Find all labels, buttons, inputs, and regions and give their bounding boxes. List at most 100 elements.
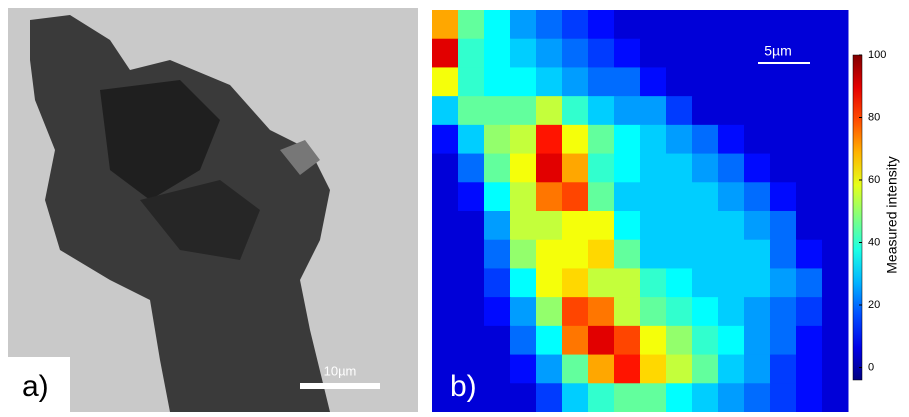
heat-cell bbox=[666, 211, 693, 240]
heat-cell bbox=[666, 125, 693, 154]
heat-cell bbox=[744, 211, 771, 240]
heat-cell bbox=[614, 39, 641, 68]
heat-cell bbox=[744, 67, 771, 96]
heat-cell bbox=[432, 67, 459, 96]
heat-cell bbox=[744, 10, 771, 39]
heat-cell bbox=[588, 125, 615, 154]
heat-cell bbox=[562, 297, 589, 326]
heat-cell bbox=[796, 297, 823, 326]
heat-cell bbox=[666, 326, 693, 355]
heat-cell bbox=[458, 211, 485, 240]
heat-cell bbox=[666, 39, 693, 68]
heat-cell bbox=[536, 211, 563, 240]
heat-cell bbox=[432, 39, 459, 68]
heat-cell bbox=[510, 10, 537, 39]
heat-cell bbox=[510, 182, 537, 211]
heat-cell bbox=[640, 383, 667, 412]
heat-cell bbox=[770, 125, 797, 154]
heat-cell bbox=[640, 182, 667, 211]
heat-cell bbox=[458, 182, 485, 211]
heat-cell bbox=[770, 326, 797, 355]
heat-cell bbox=[822, 67, 849, 96]
heat-cell bbox=[510, 326, 537, 355]
heat-cell bbox=[666, 154, 693, 183]
heat-cell bbox=[718, 154, 745, 183]
heat-cell bbox=[692, 182, 719, 211]
heat-cell bbox=[692, 211, 719, 240]
heat-cell bbox=[718, 268, 745, 297]
heat-cell bbox=[510, 355, 537, 384]
heat-cell bbox=[432, 211, 459, 240]
scale-bar-label: 10µm bbox=[324, 363, 357, 378]
heat-cell bbox=[484, 383, 511, 412]
heat-cell bbox=[640, 10, 667, 39]
heat-cell bbox=[640, 39, 667, 68]
heat-cell bbox=[718, 297, 745, 326]
colorbar-tick-label: 80 bbox=[868, 111, 880, 123]
heat-cell bbox=[536, 96, 563, 125]
heat-cell bbox=[744, 268, 771, 297]
heat-cell bbox=[588, 383, 615, 412]
heat-cell bbox=[718, 326, 745, 355]
heat-cell bbox=[588, 297, 615, 326]
heat-cell bbox=[666, 297, 693, 326]
figure: 10µm a) b) 5µm Measured intensity 020406… bbox=[0, 0, 909, 412]
heat-cell bbox=[640, 240, 667, 269]
heat-cell bbox=[796, 125, 823, 154]
heat-cell bbox=[614, 355, 641, 384]
heat-cell bbox=[484, 125, 511, 154]
heat-cell bbox=[510, 240, 537, 269]
heat-cell bbox=[510, 383, 537, 412]
heat-cell bbox=[796, 10, 823, 39]
heat-cell bbox=[718, 240, 745, 269]
heat-cell bbox=[484, 10, 511, 39]
heat-cell bbox=[536, 268, 563, 297]
heat-cell bbox=[770, 96, 797, 125]
heat-cell bbox=[536, 10, 563, 39]
heat-cell bbox=[744, 182, 771, 211]
heat-cell bbox=[614, 125, 641, 154]
heat-cell bbox=[640, 268, 667, 297]
heat-cell bbox=[562, 326, 589, 355]
heat-cell bbox=[588, 67, 615, 96]
heat-cell bbox=[432, 154, 459, 183]
heat-cell bbox=[822, 268, 849, 297]
heat-cell bbox=[822, 326, 849, 355]
colorbar-tick-label: 100 bbox=[868, 49, 886, 61]
heat-cell bbox=[692, 326, 719, 355]
heat-cell bbox=[666, 96, 693, 125]
heat-cell bbox=[692, 125, 719, 154]
heat-cell bbox=[744, 383, 771, 412]
heat-cell bbox=[718, 39, 745, 68]
heat-cell bbox=[770, 211, 797, 240]
heat-cell bbox=[562, 383, 589, 412]
heat-cell bbox=[432, 182, 459, 211]
heat-cell bbox=[796, 67, 823, 96]
colorbar-tick-label: 0 bbox=[868, 361, 874, 373]
colorbar-tick-label: 60 bbox=[868, 174, 880, 186]
panel-label: a) bbox=[22, 370, 49, 403]
heat-cell bbox=[588, 182, 615, 211]
heat-cell bbox=[562, 182, 589, 211]
heat-cell bbox=[640, 96, 667, 125]
colorbar-label: Measured intensity bbox=[884, 156, 900, 274]
heat-cell bbox=[796, 182, 823, 211]
heat-cell bbox=[822, 240, 849, 269]
heat-cell bbox=[718, 10, 745, 39]
heat-cell bbox=[770, 383, 797, 412]
heat-cell bbox=[640, 154, 667, 183]
heat-cell bbox=[614, 10, 641, 39]
heat-cell bbox=[822, 125, 849, 154]
heat-cell bbox=[588, 240, 615, 269]
heat-cell bbox=[536, 154, 563, 183]
heat-cell bbox=[536, 240, 563, 269]
heat-cell bbox=[458, 39, 485, 68]
heat-cell bbox=[692, 67, 719, 96]
heat-cell bbox=[614, 182, 641, 211]
heat-cell bbox=[692, 355, 719, 384]
heat-cell bbox=[510, 297, 537, 326]
heat-cell bbox=[692, 10, 719, 39]
heat-cell bbox=[562, 240, 589, 269]
heat-cell bbox=[432, 326, 459, 355]
colorbar-tick-label: 40 bbox=[868, 236, 880, 248]
